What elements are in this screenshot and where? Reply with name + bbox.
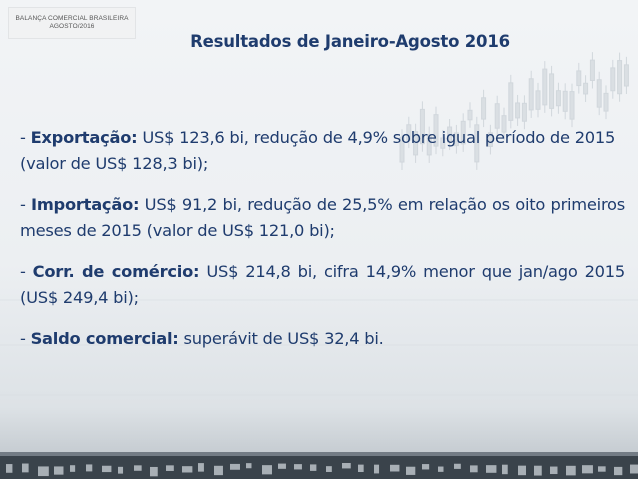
candle-body <box>596 79 602 108</box>
bullet-dash: - <box>20 128 31 147</box>
ticker-mark <box>102 465 112 473</box>
candle-body <box>447 126 453 143</box>
candle-body <box>399 136 405 163</box>
candle-body <box>494 103 500 129</box>
candle-body <box>610 67 616 92</box>
ticker-mark <box>262 465 272 475</box>
ticker-mark <box>230 463 240 470</box>
bullet-trade-flow: - Corr. de comércio: US$ 214,8 bi, cifra… <box>20 259 625 311</box>
bullet-text-trade-flow: US$ 214,8 bi, cifra 14,9% menor que jan/… <box>20 262 626 307</box>
candle-body <box>406 124 412 141</box>
ticker-mark <box>390 464 400 472</box>
ticker-mark <box>310 464 317 471</box>
candle-body <box>460 120 466 145</box>
ticker-mark <box>534 465 542 476</box>
bullet-list: - Exportação: US$ 123,6 bi, redução de 4… <box>20 125 625 367</box>
candle-body <box>542 68 548 106</box>
candle-body <box>589 59 595 81</box>
bullet-label-export: Exportação: <box>30 128 138 147</box>
ticker-mark <box>182 466 193 473</box>
candle-body <box>426 134 432 156</box>
candle-body <box>603 92 609 112</box>
ticker-mark <box>582 465 593 474</box>
candle-body <box>467 109 473 121</box>
ticker-mark <box>6 464 13 473</box>
bullet-label-import: Importação: <box>31 195 140 214</box>
candle-body <box>562 90 568 112</box>
candle-body <box>521 102 527 122</box>
ticker-mark <box>374 464 380 474</box>
candle-body <box>419 108 425 145</box>
ticker-mark <box>198 463 204 472</box>
bullet-dash: - <box>20 329 31 348</box>
ticker-mark <box>150 466 158 477</box>
slide-title: Resultados de Janeiro-Agosto 2016 <box>190 32 510 51</box>
ticker-mark <box>278 463 286 469</box>
bullet-text-balance: superávit de US$ 32,4 bi. <box>178 329 384 348</box>
ticker-mark <box>566 465 576 476</box>
header-line-2: AGOSTO/2016 <box>49 23 95 30</box>
ticker-mark <box>518 465 526 476</box>
candle-body <box>583 82 589 95</box>
ticker-mark <box>486 465 497 473</box>
ticker-mark <box>326 466 332 472</box>
candle-body <box>555 90 561 107</box>
candle-body <box>535 90 541 110</box>
ticker-mark <box>118 466 124 474</box>
candle-body <box>549 73 555 109</box>
header-line-1: BALANÇA COMERCIAL BRASILEIRA <box>15 15 129 22</box>
candle-body <box>576 70 582 87</box>
candle-body <box>487 132 493 147</box>
ticker-mark <box>22 463 29 473</box>
ticker-mark <box>358 464 364 473</box>
ticker-mark <box>294 464 302 470</box>
ticker-mark <box>438 466 444 472</box>
ticker-mark <box>86 464 93 472</box>
bullet-export: - Exportação: US$ 123,6 bi, redução de 4… <box>20 125 625 177</box>
ticker-mark <box>166 465 174 471</box>
ticker-mark <box>246 463 252 469</box>
candle-body <box>440 137 446 149</box>
ticker-mark <box>454 463 461 469</box>
header-label-box: BALANÇA COMERCIAL BRASILEIRA AGOSTO/2016 <box>8 7 136 39</box>
bullet-import: - Importação: US$ 91,2 bi, redução de 25… <box>20 192 625 244</box>
ticker-mark <box>422 464 430 470</box>
candle-body <box>481 97 487 120</box>
ticker-mark <box>406 466 416 475</box>
bullet-balance: - Saldo comercial: superávit de US$ 32,4… <box>20 326 625 352</box>
ticker-mark <box>70 465 76 472</box>
ticker-mark <box>54 466 64 475</box>
candle-body <box>501 115 507 133</box>
candle-body <box>474 124 480 163</box>
bullet-dash: - <box>20 262 33 281</box>
candle-body <box>453 132 459 147</box>
ticker-mark <box>214 465 223 476</box>
ticker-mark <box>630 464 638 474</box>
bullet-label-balance: Saldo comercial: <box>30 329 179 348</box>
candle-body <box>413 131 419 156</box>
candle-body <box>623 64 629 87</box>
candle-body <box>515 102 521 119</box>
candle-body <box>528 78 534 111</box>
ticker-mark <box>342 463 351 469</box>
ticker-mark <box>550 466 558 475</box>
ticker-mark <box>502 464 508 475</box>
bullet-dash: - <box>20 195 32 214</box>
candle-body <box>433 114 439 147</box>
bullet-text-export: US$ 123,6 bi, redução de 4,9% sobre igua… <box>20 128 616 173</box>
bullet-text-import: US$ 91,2 bi, redução de 25,5% em relação… <box>20 195 625 240</box>
ticker-mark <box>134 465 142 471</box>
candle-body <box>508 82 514 121</box>
candle-body <box>617 60 623 95</box>
ticker-mark <box>470 465 478 473</box>
ticker-mark <box>598 466 606 472</box>
ticker-mark <box>614 466 623 476</box>
bullet-label-trade-flow: Corr. de comércio: <box>32 262 200 281</box>
candle-body <box>569 91 575 120</box>
ticker-mark <box>38 466 49 477</box>
